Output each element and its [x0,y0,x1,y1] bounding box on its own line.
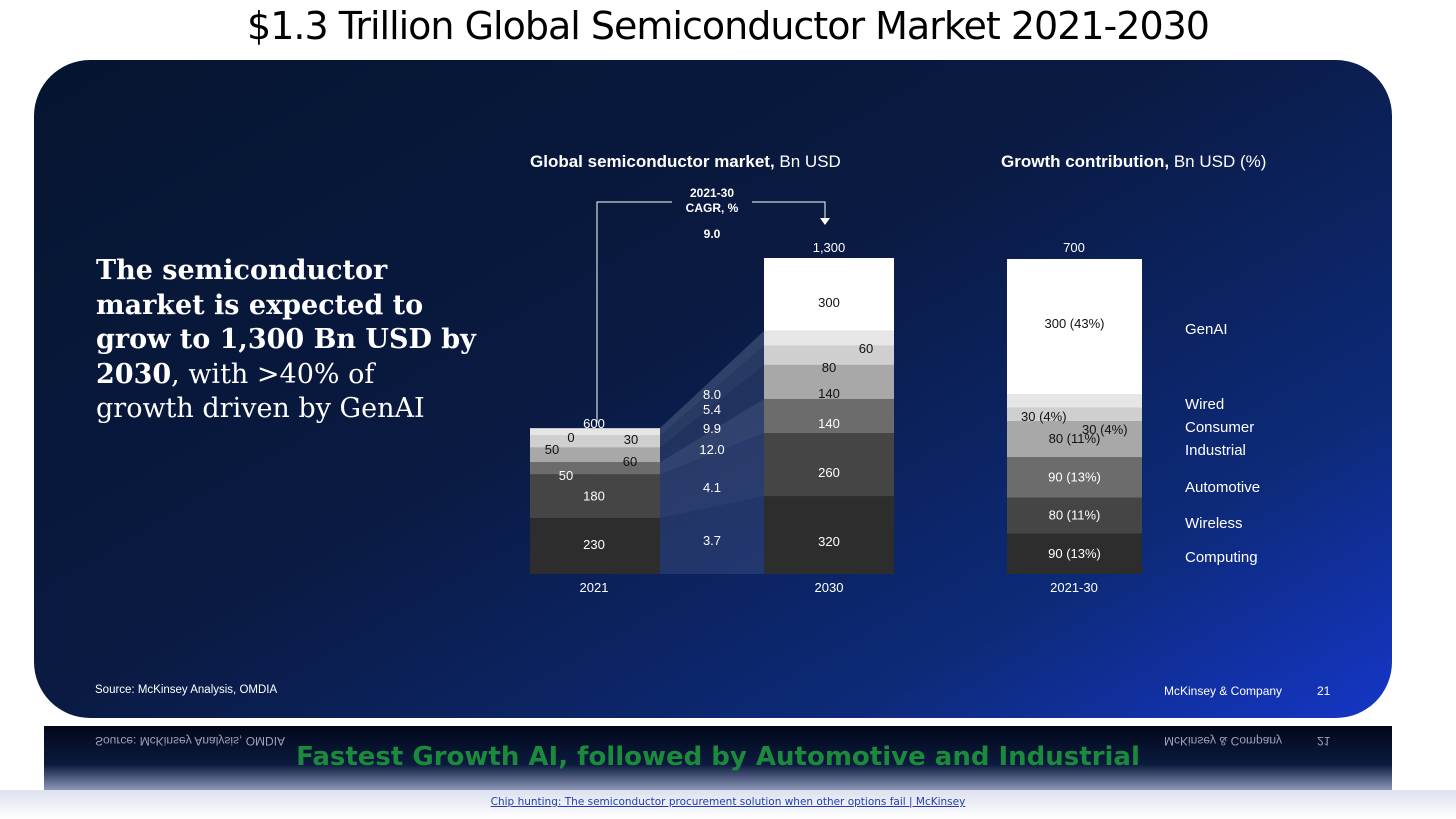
headline-bold: The semiconductor market is expected to … [96,255,476,390]
cagr-industrial: 9.9 [703,421,721,436]
value-label-2030-consumer: 80 [822,360,836,375]
category-label-2021: 2021 [580,580,609,595]
market-chart-title-bold: Global semiconductor market, [530,152,775,171]
growth-bar-consumer [1007,407,1142,421]
growth-bar-genai [1007,259,1142,394]
cagr-arrow-head [820,218,830,225]
cagr-wired: 8.0 [703,387,721,402]
bar-2030-industrial [764,364,894,399]
legend-wired: Wired [1185,396,1224,413]
bottom-fade [0,790,1456,819]
bar-2021-industrial [530,447,660,463]
chart-canvas: 23018050605030032026014014080603006001,3… [530,186,1260,595]
bar-2030-wired [764,330,894,346]
cagr-bracket-left [596,201,672,423]
value-label-2030-wireless: 260 [818,465,840,480]
growth-band-consumer [660,345,764,448]
legend-wireless: Wireless [1185,515,1243,532]
bar-2030-computing [764,496,894,574]
source-link[interactable]: Chip hunting: The semiconductor procurem… [490,796,966,808]
total-2030: 1,300 [813,240,846,255]
cagr-total: 9.0 [704,227,721,241]
growth-band-automotive [660,398,764,475]
value-label-2021-wired: 30 [624,432,638,447]
bar-2030-wireless [764,433,894,497]
growth-bar-automotive [1007,457,1142,498]
value-label-2021-industrial: 60 [623,454,637,469]
bar-2021-computing [530,518,660,574]
bar-2030-consumer [764,345,894,365]
legend-automotive: Automotive [1185,479,1260,496]
growth-band-wireless [660,433,764,519]
value-label-2030-industrial: 140 [818,386,840,401]
bar-2021-wired [530,428,660,436]
category-label-2021-30: 2021-30 [1050,580,1098,595]
bar-2021-consumer [530,435,660,448]
value-label-2021-wireless: 180 [583,488,605,503]
growth-chart-title: Growth contribution, Bn USD (%) [1001,152,1266,172]
cagr-automotive: 12.0 [699,442,724,457]
cagr-header-line1: 2021-30 [690,186,734,200]
cagr-wireless: 4.1 [703,480,721,495]
growth-label-consumer: 30 (4%) [1082,422,1128,437]
growth-band-wired [660,330,764,436]
bar-2030-automotive [764,398,894,434]
bar-2021-automotive [530,462,660,475]
growth-band-industrial [660,364,764,463]
legend-industrial: Industrial [1185,442,1246,459]
growth-label-wired: 30 (4%) [1021,409,1067,424]
bar-2021-wireless [530,474,660,519]
source-note: Source: McKinsey Analysis, OMDIA [95,684,278,696]
growth-bar-wireless [1007,497,1142,534]
slide-reflection: Source: McKinsey Analysis, OMDIA McKinse… [44,726,1392,790]
legend-genai: GenAI [1185,321,1228,338]
category-label-2030: 2030 [815,580,844,595]
growth-chart-title-bold: Growth contribution, [1001,152,1170,171]
bar-2030-genai [764,258,894,331]
value-label-2021-automotive: 50 [559,468,573,483]
value-label-2030-automotive: 140 [818,416,840,431]
cagr-bracket-right [752,201,826,218]
value-label-2021-computing: 230 [583,537,605,552]
page-number: 21 [1317,684,1331,698]
legend-computing: Computing [1185,549,1258,566]
growth-bar-wired [1007,394,1142,408]
caption: Fastest Growth AI, followed by Automotiv… [296,742,1140,772]
slide: The semiconductor market is expected to … [34,60,1392,718]
market-chart-title-unit: Bn USD [774,152,841,171]
value-label-2030-genai: 300 [818,295,840,310]
growth-label-automotive: 90 (13%) [1048,469,1101,484]
headline: The semiconductor market is expected to … [96,254,476,427]
value-label-2030-computing: 320 [818,534,840,549]
headline-rest: , with >40% of growth driven by GenAI [96,358,425,425]
growth-bar-industrial [1007,421,1142,457]
value-label-2021-genai: 0 [567,430,574,445]
brand-label: McKinsey & Company [1164,684,1283,698]
growth-label-genai: 300 (43%) [1045,316,1105,331]
growth-label-computing: 90 (13%) [1048,546,1101,561]
legend-consumer: Consumer [1185,419,1254,436]
cagr-computing: 3.7 [703,533,721,548]
total-2021: 600 [583,416,605,431]
page-title: $1.3 Trillion Global Semiconductor Marke… [247,4,1210,48]
value-label-2030-wired: 60 [859,341,873,356]
growth-total: 700 [1063,240,1085,255]
market-chart-title: Global semiconductor market, Bn USD [530,152,841,172]
cagr-header-line2: CAGR, % [686,201,739,215]
growth-chart-title-unit: Bn USD (%) [1169,152,1267,171]
cagr-consumer: 5.4 [703,402,721,417]
growth-bar-computing [1007,533,1142,574]
growth-label-industrial: 80 (11%) [1049,431,1101,446]
value-label-2021-consumer: 50 [545,442,559,457]
growth-label-wireless: 80 (11%) [1049,508,1101,523]
growth-band-computing [660,496,764,574]
